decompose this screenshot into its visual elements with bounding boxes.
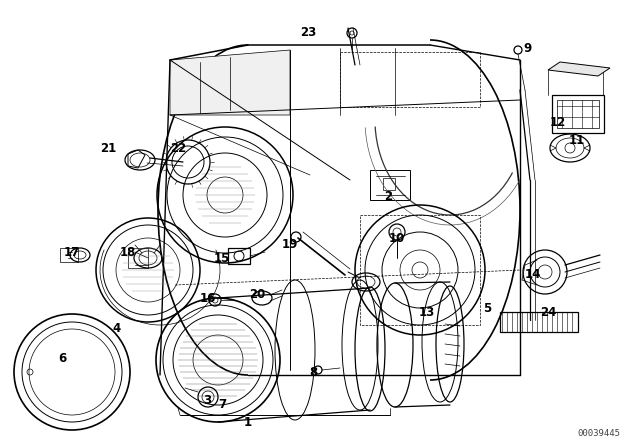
Text: 00039445: 00039445 (577, 429, 620, 438)
Bar (552, 95, 604, 133)
Text: 16: 16 (200, 292, 216, 305)
Bar (557, 100, 599, 128)
Bar (500, 312, 578, 332)
Text: 5: 5 (483, 302, 491, 314)
Text: 23: 23 (300, 26, 316, 39)
Text: 19: 19 (282, 238, 298, 251)
Polygon shape (170, 50, 290, 115)
Text: 13: 13 (419, 306, 435, 319)
Bar (383, 178, 395, 190)
Text: 1: 1 (244, 415, 252, 428)
Text: 8: 8 (309, 366, 317, 379)
Bar (340, 52, 480, 107)
Text: 2: 2 (384, 190, 392, 203)
Text: 15: 15 (214, 251, 230, 264)
Bar (60, 248, 78, 262)
Text: 17: 17 (64, 246, 80, 258)
Text: 10: 10 (389, 232, 405, 245)
Bar (128, 248, 148, 268)
Text: 3: 3 (203, 393, 211, 406)
Text: 11: 11 (569, 134, 585, 146)
Text: 6: 6 (58, 352, 66, 365)
Text: 7: 7 (218, 399, 226, 412)
Bar (370, 170, 410, 200)
Text: 12: 12 (550, 116, 566, 129)
Text: 24: 24 (540, 306, 556, 319)
Bar (228, 248, 250, 264)
Text: 20: 20 (249, 289, 265, 302)
Text: 22: 22 (170, 142, 186, 155)
Text: 21: 21 (100, 142, 116, 155)
Bar (360, 215, 480, 325)
Text: 18: 18 (120, 246, 136, 258)
Polygon shape (548, 62, 610, 76)
Text: 14: 14 (525, 268, 541, 281)
Text: 9: 9 (523, 42, 531, 55)
Text: 4: 4 (113, 322, 121, 335)
